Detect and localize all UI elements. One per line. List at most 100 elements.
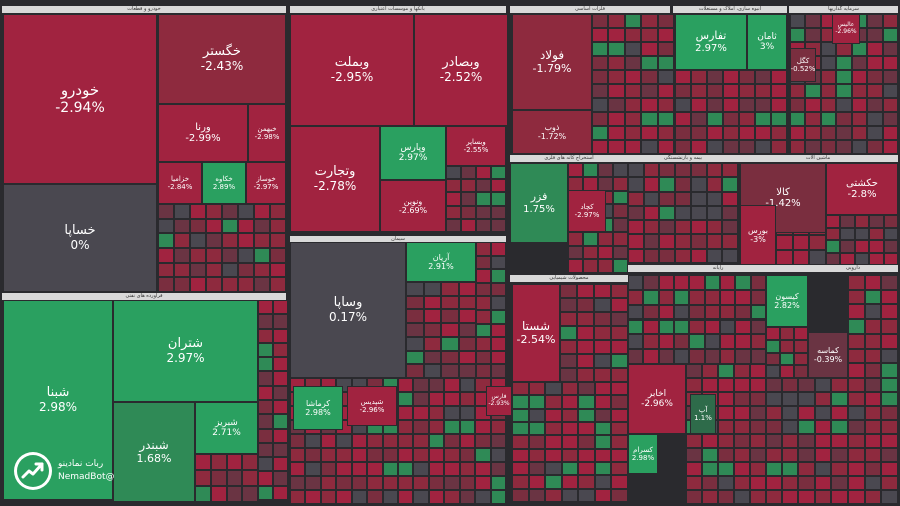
heatmap-cell[interactable] — [336, 490, 352, 504]
heatmap-cell[interactable] — [750, 349, 766, 364]
heatmap-cell[interactable] — [782, 378, 798, 392]
heatmap-cell[interactable] — [174, 248, 190, 263]
heatmap-cell[interactable] — [545, 422, 562, 436]
heatmap-cell[interactable] — [718, 420, 734, 434]
heatmap-cell[interactable] — [798, 420, 815, 434]
heatmap-cell[interactable] — [577, 368, 594, 382]
heatmap-cell[interactable] — [720, 334, 736, 350]
heatmap-cell[interactable] — [578, 462, 595, 476]
heatmap-cell[interactable] — [592, 112, 609, 126]
heatmap-cell[interactable] — [657, 84, 674, 98]
heatmap-cell[interactable] — [814, 462, 832, 476]
heatmap-cell[interactable] — [882, 70, 898, 84]
heatmap-cell[interactable] — [528, 462, 546, 476]
heatmap-cell[interactable] — [704, 275, 720, 290]
heatmap-cell[interactable] — [641, 84, 658, 98]
heatmap-cell[interactable] — [628, 248, 644, 263]
heatmap-cell[interactable] — [739, 98, 755, 112]
heatmap-cell[interactable] — [608, 28, 625, 42]
heatmap-tile[interactable]: ونوین -2.69% — [380, 180, 446, 232]
heatmap-cell[interactable] — [561, 475, 579, 489]
heatmap-cell[interactable] — [624, 98, 642, 112]
heatmap-cell[interactable] — [290, 462, 306, 476]
heatmap-cell[interactable] — [491, 282, 506, 297]
heatmap-cell[interactable] — [406, 323, 424, 337]
heatmap-cell[interactable] — [613, 204, 628, 218]
heatmap-cell[interactable] — [848, 348, 865, 364]
heatmap-cell[interactable] — [831, 378, 848, 392]
heatmap-cell[interactable] — [206, 248, 222, 263]
heatmap-cell[interactable] — [848, 275, 865, 290]
heatmap-cell[interactable] — [659, 177, 676, 192]
heatmap-cell[interactable] — [805, 126, 821, 140]
heatmap-cell[interactable] — [657, 98, 674, 112]
heatmap-cell[interactable] — [867, 14, 883, 28]
heatmap-cell[interactable] — [461, 192, 476, 206]
heatmap-cell[interactable] — [336, 476, 352, 490]
heatmap-cell[interactable] — [831, 490, 848, 504]
heatmap-cell[interactable] — [686, 378, 702, 392]
heatmap-cell[interactable] — [722, 177, 738, 192]
heatmap-tile[interactable]: خبهمن -2.98% — [248, 104, 286, 162]
heatmap-cell[interactable] — [831, 406, 848, 420]
heatmap-cell[interactable] — [814, 406, 832, 420]
heatmap-cell[interactable] — [766, 448, 782, 462]
heatmap-cell[interactable] — [831, 462, 848, 476]
heatmap-cell[interactable] — [723, 84, 739, 98]
heatmap-cell[interactable] — [351, 434, 368, 448]
heatmap-cell[interactable] — [643, 289, 659, 305]
heatmap-cell[interactable] — [258, 385, 273, 400]
heatmap-cell[interactable] — [441, 309, 459, 324]
heatmap-cell[interactable] — [594, 395, 612, 409]
heatmap-cell[interactable] — [195, 470, 211, 486]
heatmap-cell[interactable] — [476, 255, 491, 270]
heatmap-cell[interactable] — [628, 334, 644, 350]
heatmap-cell[interactable] — [690, 191, 707, 206]
heatmap-cell[interactable] — [675, 140, 691, 154]
heatmap-cell[interactable] — [459, 462, 476, 476]
heatmap-cell[interactable] — [459, 392, 476, 406]
heatmap-cell[interactable] — [611, 284, 628, 298]
heatmap-cell[interactable] — [864, 392, 882, 406]
heatmap-cell[interactable] — [624, 126, 642, 140]
heatmap-cell[interactable] — [226, 454, 243, 470]
heatmap-cell[interactable] — [290, 490, 306, 504]
heatmap-cell[interactable] — [458, 295, 476, 310]
heatmap-cell[interactable] — [657, 112, 674, 126]
heatmap-cell[interactable] — [320, 476, 337, 490]
heatmap-cell[interactable] — [273, 371, 288, 386]
heatmap-cell[interactable] — [836, 112, 852, 126]
heatmap-cell[interactable] — [851, 42, 868, 56]
heatmap-cell[interactable] — [782, 420, 798, 434]
heatmap-cell[interactable] — [881, 333, 898, 349]
heatmap-cell[interactable] — [628, 234, 644, 249]
heatmap-cell[interactable] — [444, 378, 460, 392]
heatmap-cell[interactable] — [461, 218, 476, 232]
heatmap-cell[interactable] — [210, 470, 227, 486]
heatmap-cell[interactable] — [798, 462, 815, 476]
heatmap-cell[interactable] — [206, 204, 222, 219]
heatmap-cell[interactable] — [273, 442, 288, 458]
heatmap-cell[interactable] — [881, 275, 898, 290]
heatmap-cell[interactable] — [560, 368, 577, 382]
heatmap-cell[interactable] — [723, 112, 739, 126]
heatmap-cell[interactable] — [428, 392, 445, 406]
heatmap-cell[interactable] — [444, 448, 460, 462]
heatmap-cell[interactable] — [641, 140, 658, 154]
heatmap-cell[interactable] — [512, 488, 529, 502]
heatmap-cell[interactable] — [458, 282, 476, 296]
heatmap-cell[interactable] — [444, 462, 460, 476]
heatmap-cell[interactable] — [577, 284, 594, 298]
heatmap-cell[interactable] — [718, 406, 734, 420]
heatmap-cell[interactable] — [831, 420, 848, 434]
heatmap-cell[interactable] — [461, 205, 476, 219]
heatmap-cell[interactable] — [782, 406, 798, 420]
heatmap-tile[interactable]: شبندر 1.68% — [113, 402, 195, 502]
heatmap-cell[interactable] — [820, 56, 837, 70]
heatmap-cell[interactable] — [722, 205, 738, 221]
heatmap-cell[interactable] — [766, 327, 780, 340]
heatmap-cell[interactable] — [367, 476, 383, 490]
heatmap-cell[interactable] — [691, 70, 707, 84]
heatmap-cell[interactable] — [598, 176, 613, 191]
heatmap-cell[interactable] — [689, 334, 705, 350]
